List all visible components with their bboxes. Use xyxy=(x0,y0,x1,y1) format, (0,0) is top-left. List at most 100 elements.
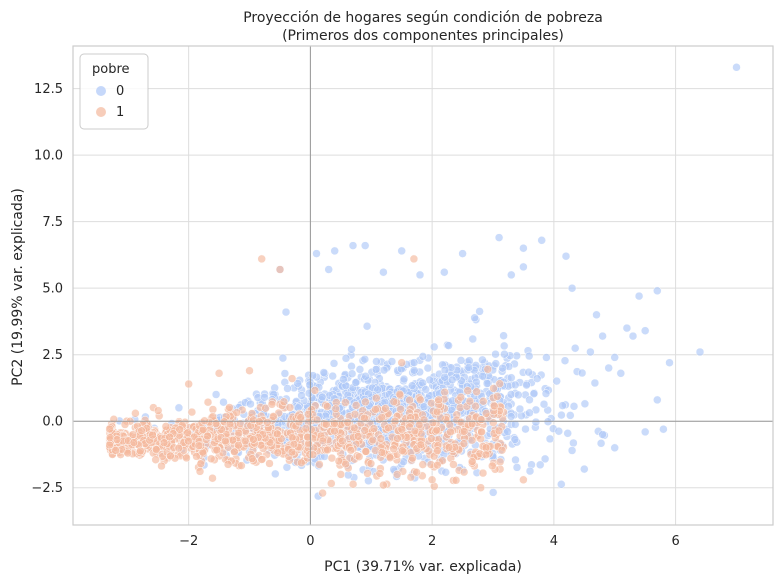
data-point-1 xyxy=(479,396,488,406)
data-point-1 xyxy=(195,467,205,476)
data-point-1 xyxy=(397,425,407,434)
data-point-0 xyxy=(515,404,525,414)
data-point-0 xyxy=(653,286,662,296)
data-point-0 xyxy=(558,401,567,410)
data-point-1 xyxy=(471,401,480,411)
data-point-0 xyxy=(440,267,449,277)
data-point-0 xyxy=(441,468,450,477)
data-point-1 xyxy=(301,424,311,433)
data-point-0 xyxy=(510,420,520,429)
data-point-1 xyxy=(129,438,139,447)
data-point-1 xyxy=(353,432,363,441)
data-points xyxy=(105,63,741,501)
data-point-1 xyxy=(377,448,387,457)
y-tick-label: 0.0 xyxy=(42,415,63,430)
data-point-0 xyxy=(440,373,449,382)
data-point-1 xyxy=(318,488,327,498)
data-point-1 xyxy=(237,461,246,470)
data-point-1 xyxy=(389,444,398,454)
data-point-1 xyxy=(412,468,421,477)
data-point-0 xyxy=(525,395,534,405)
data-point-0 xyxy=(491,359,501,368)
data-point-1 xyxy=(296,413,305,422)
data-point-0 xyxy=(283,384,292,393)
data-point-0 xyxy=(540,454,550,464)
data-point-0 xyxy=(418,352,428,361)
data-point-0 xyxy=(421,385,430,394)
data-point-0 xyxy=(488,488,498,497)
data-point-0 xyxy=(507,270,516,280)
data-point-1 xyxy=(376,434,386,443)
data-point-1 xyxy=(269,412,278,421)
data-point-1 xyxy=(389,397,399,406)
data-point-1 xyxy=(489,384,498,393)
data-point-1 xyxy=(446,427,455,437)
legend: pobre 0 1 xyxy=(79,53,149,130)
data-point-1 xyxy=(120,420,130,429)
data-point-0 xyxy=(419,402,429,411)
data-point-0 xyxy=(347,345,356,354)
data-point-0 xyxy=(312,249,321,258)
data-point-1 xyxy=(354,452,364,461)
data-point-0 xyxy=(348,241,358,250)
data-point-0 xyxy=(447,375,457,385)
data-point-0 xyxy=(519,262,528,272)
data-point-1 xyxy=(493,392,502,401)
data-point-1 xyxy=(240,436,250,446)
data-point-1 xyxy=(418,460,428,469)
data-point-0 xyxy=(665,358,674,367)
data-point-1 xyxy=(405,395,414,405)
data-point-0 xyxy=(524,367,533,377)
data-point-0 xyxy=(347,369,357,378)
data-point-0 xyxy=(429,342,439,352)
data-point-0 xyxy=(219,397,228,407)
data-point-1 xyxy=(338,436,347,446)
data-point-0 xyxy=(373,385,382,395)
data-point-0 xyxy=(598,331,607,341)
data-point-0 xyxy=(569,402,579,411)
data-point-0 xyxy=(560,356,570,365)
data-point-1 xyxy=(416,395,425,404)
data-point-1 xyxy=(427,434,436,443)
data-point-1 xyxy=(497,445,507,455)
data-point-0 xyxy=(622,323,632,333)
data-point-1 xyxy=(519,475,528,485)
data-point-0 xyxy=(280,369,290,378)
data-point-1 xyxy=(398,446,407,455)
data-point-0 xyxy=(379,267,388,277)
data-point-1 xyxy=(304,409,313,419)
data-point-0 xyxy=(387,357,397,366)
data-point-0 xyxy=(552,376,561,386)
legend-title: pobre xyxy=(92,62,130,77)
data-point-0 xyxy=(569,438,578,448)
data-point-1 xyxy=(183,428,192,437)
data-point-1 xyxy=(379,480,388,490)
data-point-0 xyxy=(456,356,466,365)
data-point-0 xyxy=(499,331,508,340)
data-point-1 xyxy=(428,418,438,428)
legend-label-0: 0 xyxy=(116,84,124,99)
data-point-0 xyxy=(506,412,516,421)
y-tick-label: 12.5 xyxy=(34,82,63,97)
data-point-0 xyxy=(521,424,530,434)
data-point-1 xyxy=(272,429,282,439)
data-point-0 xyxy=(557,410,566,420)
data-point-1 xyxy=(245,366,254,375)
data-point-1 xyxy=(137,426,146,435)
data-point-1 xyxy=(433,446,442,455)
x-tick-label: −2 xyxy=(179,534,198,549)
data-point-0 xyxy=(500,349,509,359)
data-point-1 xyxy=(184,436,193,446)
data-point-1 xyxy=(330,419,339,428)
data-point-0 xyxy=(372,357,381,366)
data-point-0 xyxy=(415,270,425,280)
data-point-0 xyxy=(305,380,314,390)
data-point-1 xyxy=(275,265,285,274)
data-point-0 xyxy=(586,347,595,357)
data-point-0 xyxy=(580,464,589,474)
data-point-0 xyxy=(351,378,360,387)
data-point-0 xyxy=(529,389,539,398)
data-point-1 xyxy=(409,254,419,264)
data-point-0 xyxy=(324,265,333,274)
data-point-0 xyxy=(567,283,577,293)
